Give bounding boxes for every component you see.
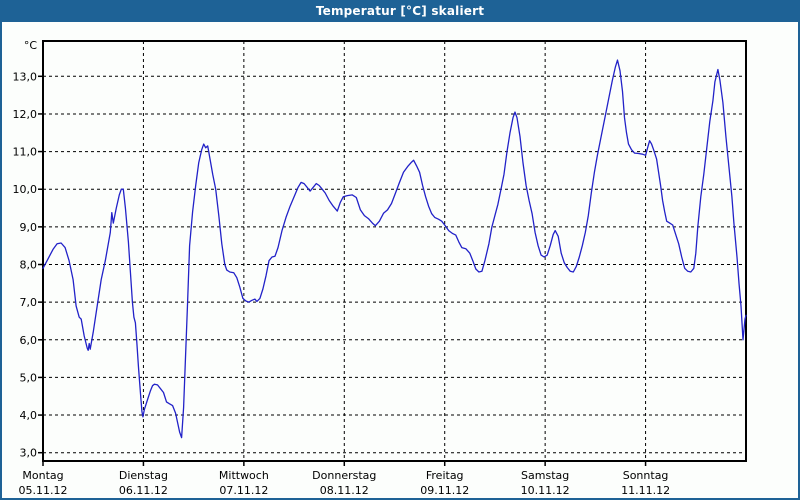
plot-frame — [42, 40, 747, 462]
day-date-label: 06.11.12 — [119, 484, 168, 497]
day-name-label: Samstag — [521, 469, 569, 482]
y-tick-label: 9,0 — [20, 221, 38, 234]
day-name-label: Montag — [22, 469, 63, 482]
y-tick-label: 3,0 — [20, 447, 38, 460]
day-name-label: Mittwoch — [219, 469, 269, 482]
y-tick-label: 10,0 — [13, 183, 38, 196]
y-tick-label: 13,0 — [13, 70, 38, 83]
day-date-label: 09.11.12 — [420, 484, 469, 497]
day-date-label: 11.11.12 — [621, 484, 670, 497]
y-tick-label: 11,0 — [13, 146, 38, 159]
temperature-curve — [42, 59, 747, 439]
y-tick-label: 5,0 — [20, 371, 38, 384]
day-date-label: 10.11.12 — [521, 484, 570, 497]
y-tick-label: 7,0 — [20, 296, 38, 309]
y-tick-label: 4,0 — [20, 409, 38, 422]
day-name-label: Donnerstag — [312, 469, 376, 482]
window-title: Temperatur [°C] skaliert — [315, 4, 485, 18]
day-date-label: 07.11.12 — [219, 484, 268, 497]
y-tick-label: 12,0 — [13, 108, 38, 121]
day-name-label: Freitag — [426, 469, 464, 482]
y-tick-label: 6,0 — [20, 334, 38, 347]
day-name-label: Dienstag — [119, 469, 168, 482]
day-date-label: 05.11.12 — [19, 484, 68, 497]
title-bar[interactable]: Temperatur [°C] skaliert — [0, 0, 800, 22]
day-name-label: Sonntag — [623, 469, 669, 482]
day-date-label: 08.11.12 — [320, 484, 369, 497]
y-tick-label: 8,0 — [20, 259, 38, 272]
y-unit-label: °C — [24, 39, 38, 52]
